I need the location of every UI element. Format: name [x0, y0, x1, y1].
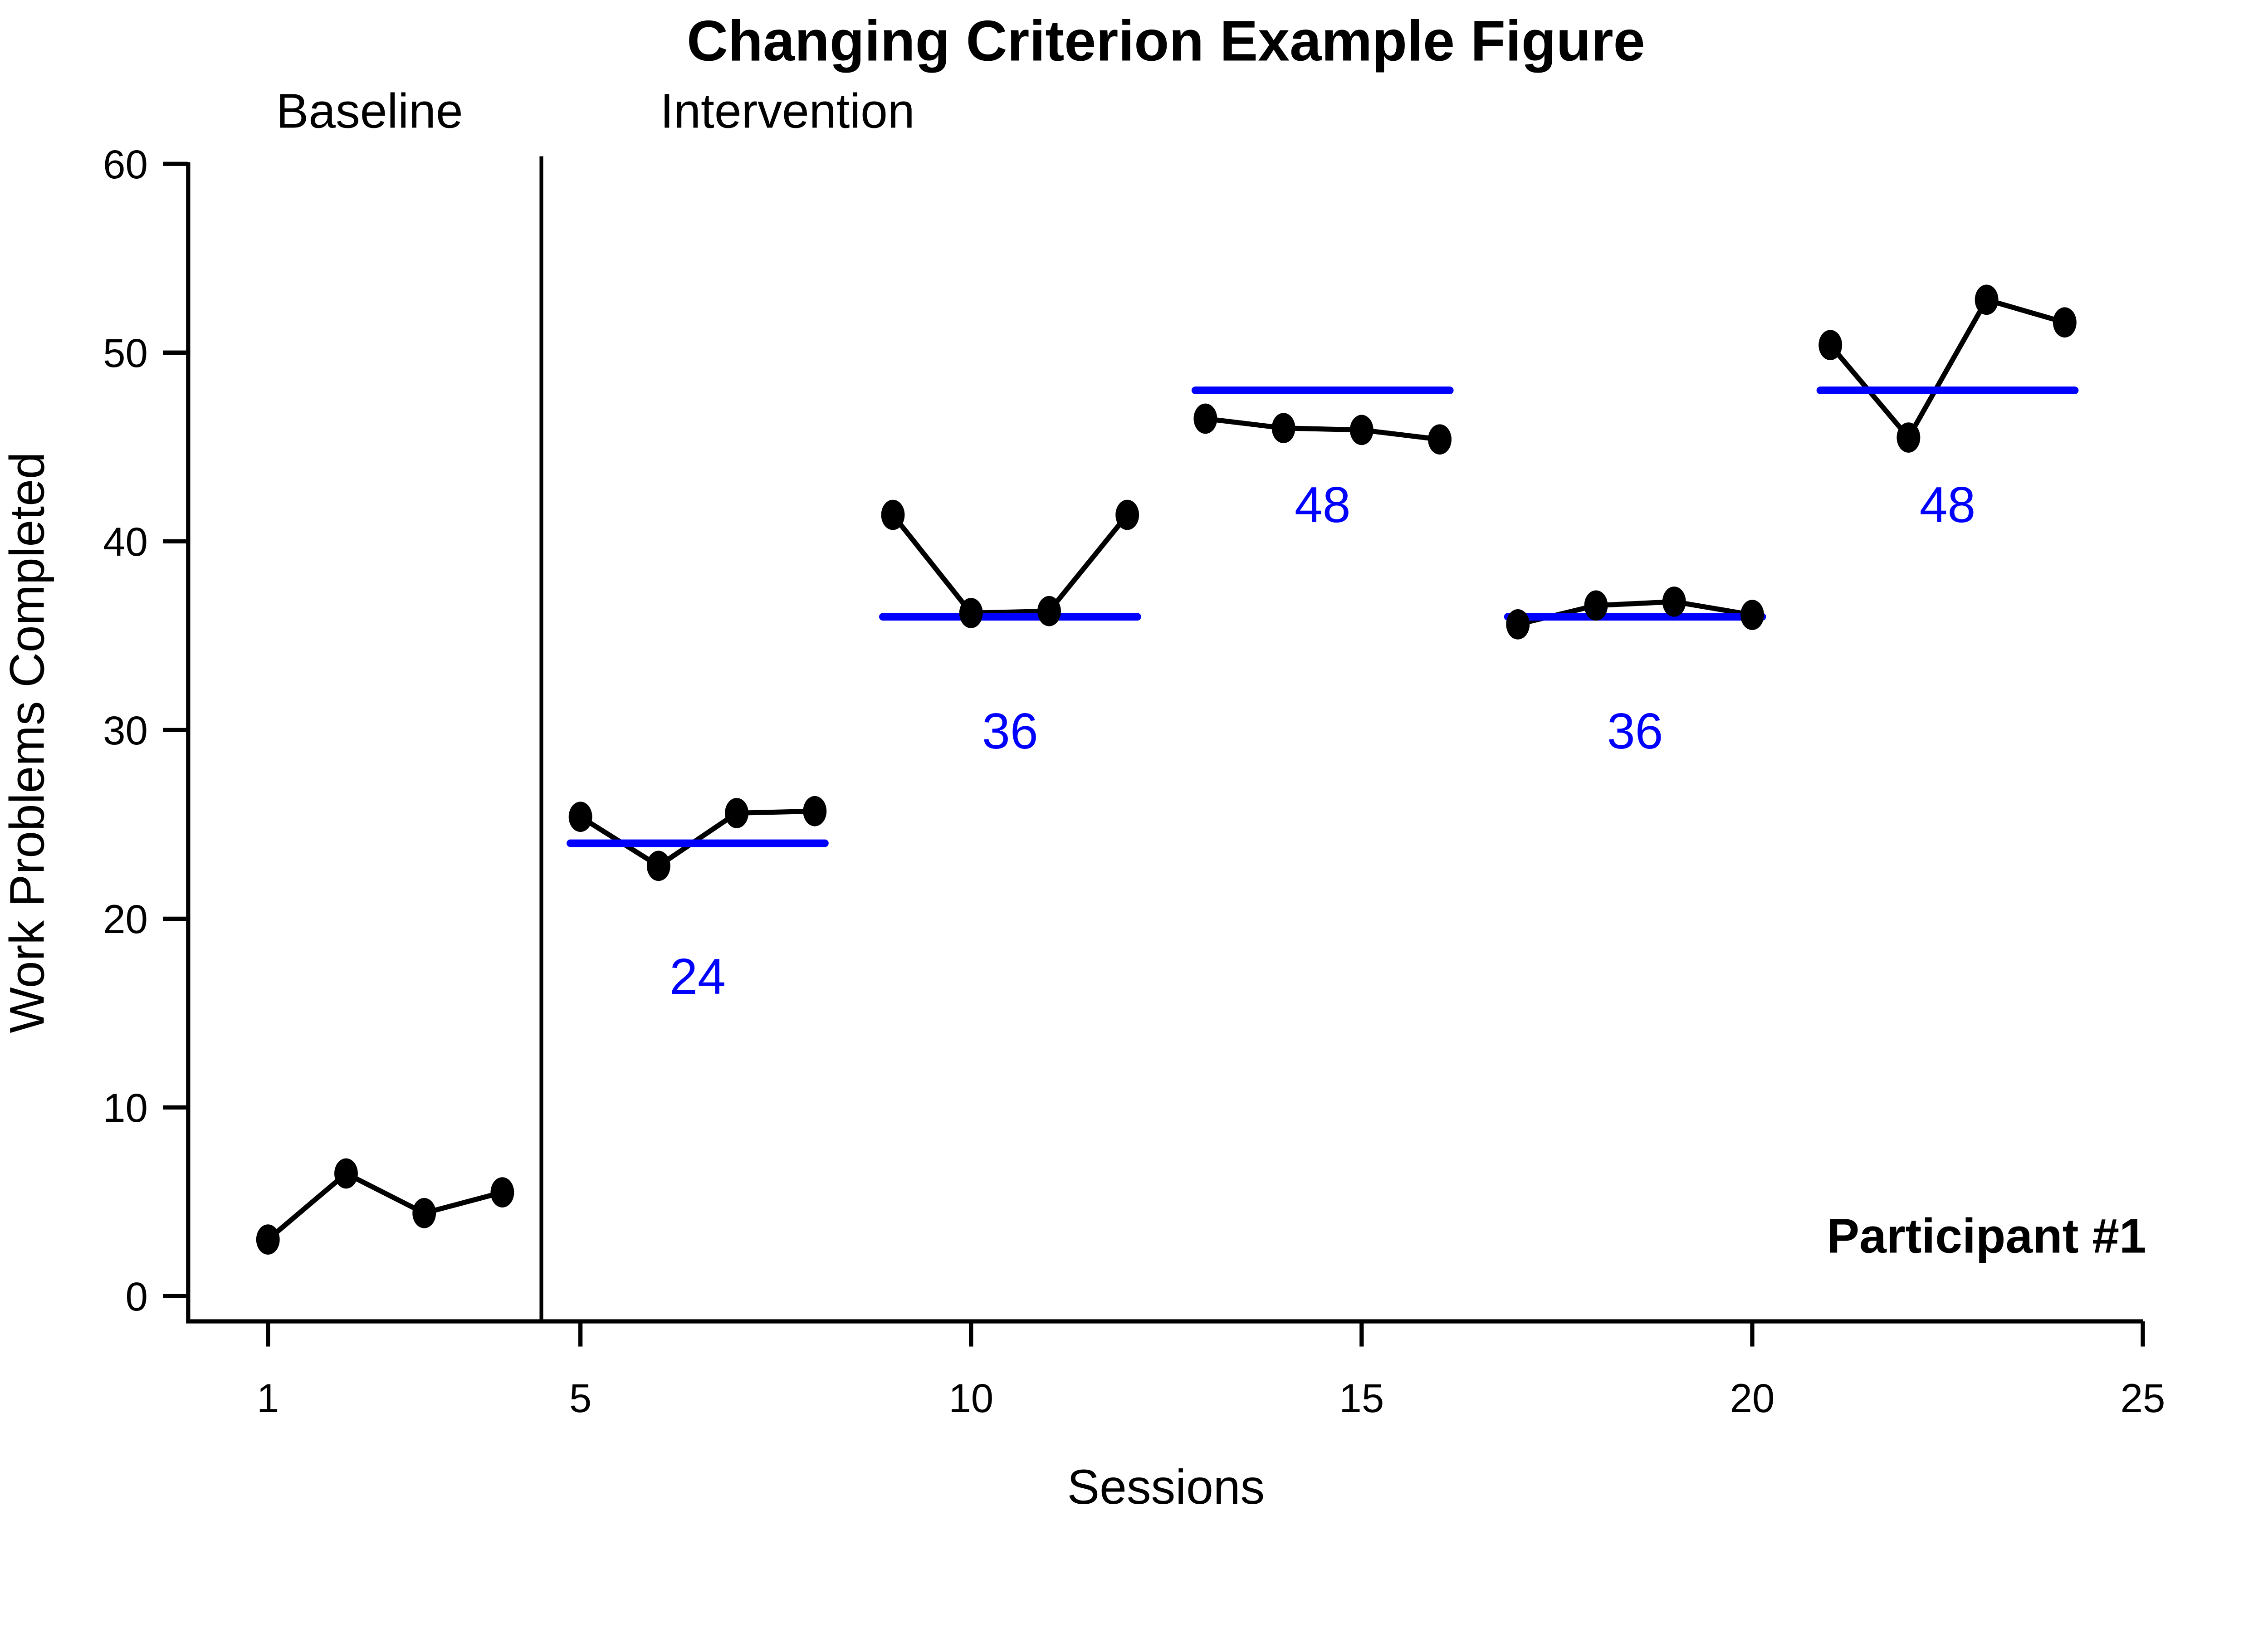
x-tick-label: 5 [569, 1376, 591, 1421]
data-point [1349, 415, 1374, 445]
y-tick-label: 50 [103, 331, 148, 376]
participant-label: Participant #1 [1827, 1208, 2146, 1263]
x-tick-label: 10 [948, 1376, 993, 1421]
criterion-label: 36 [1607, 703, 1663, 759]
y-tick-label: 30 [103, 708, 148, 753]
y-tick-label: 10 [103, 1085, 148, 1130]
data-point [1584, 590, 1608, 621]
data-point [646, 851, 670, 881]
data-point [1428, 424, 1452, 455]
criterion-label: 36 [982, 703, 1038, 759]
y-tick-label: 0 [125, 1274, 147, 1319]
x-tick-label: 15 [1339, 1376, 1384, 1421]
data-point [412, 1198, 436, 1228]
data-point [1271, 413, 1295, 444]
data-series-line [579, 808, 815, 869]
data-point [725, 798, 749, 828]
x-tick-label: 20 [1730, 1376, 1775, 1421]
phase-label-intervention: Intervention [660, 83, 914, 138]
data-point [334, 1158, 358, 1189]
phase-label-baseline: Baseline [276, 83, 463, 138]
data-series-line [891, 513, 1129, 616]
criterion-label: 48 [1920, 476, 1976, 533]
x-tick-label: 25 [2121, 1376, 2165, 1421]
chart-title: Changing Criterion Example Figure [687, 9, 1645, 73]
data-point [1975, 284, 1999, 315]
y-tick-label: 20 [103, 897, 148, 942]
data-point [1193, 403, 1217, 434]
data-point [1037, 596, 1061, 626]
data-point [959, 598, 983, 628]
data-point [1897, 422, 1921, 453]
axes-frame [186, 162, 2143, 1324]
x-tick-label: 1 [257, 1376, 279, 1421]
data-point [1115, 499, 1139, 530]
y-axis-title: Work Problems Completed [0, 452, 54, 1033]
data-point [490, 1177, 514, 1208]
data-point [803, 796, 827, 826]
changing-criterion-chart: Changing Criterion Example Figure Baseli… [0, 9, 2165, 1512]
criterion-label: 24 [670, 948, 726, 1005]
data-series-line [1828, 297, 2066, 442]
data-point [256, 1224, 280, 1255]
data-point [1740, 600, 1764, 630]
data-series-line [1205, 416, 1440, 442]
x-axis-title: Sessions [1067, 1460, 1265, 1512]
data-point [881, 499, 905, 530]
data-point [1818, 330, 1843, 361]
criterion-label: 48 [1295, 476, 1351, 533]
data-point [568, 802, 592, 832]
figure: Changing Criterion Example Figure Baseli… [0, 9, 2165, 1512]
data-point [2053, 307, 2077, 338]
y-tick-label: 60 [103, 142, 148, 187]
data-series-line [266, 1170, 503, 1242]
y-tick-label: 40 [103, 519, 148, 564]
data-point [1506, 609, 1530, 640]
data-point [1662, 587, 1686, 617]
